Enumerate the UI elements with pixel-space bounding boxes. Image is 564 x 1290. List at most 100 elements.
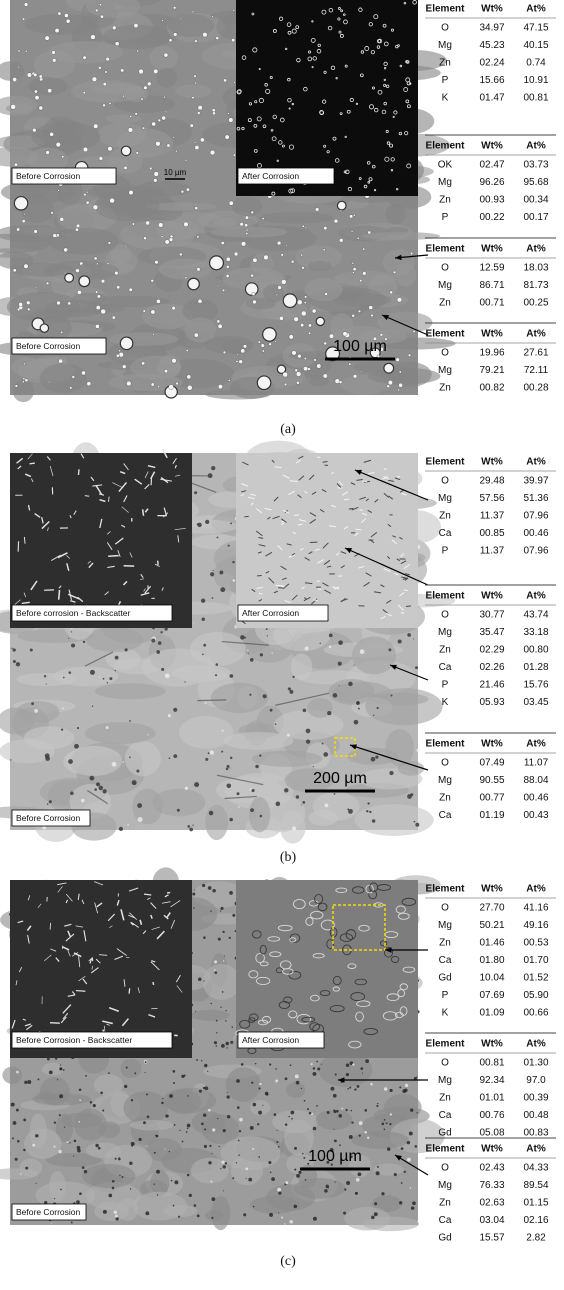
grain-boundary — [143, 509, 144, 515]
table-cell: 2.82 — [526, 1232, 546, 1243]
particle — [128, 128, 133, 133]
table-header: Wt% — [481, 457, 503, 468]
speck — [414, 821, 416, 823]
speck — [71, 1222, 73, 1224]
speck — [94, 788, 97, 791]
speck — [203, 980, 204, 981]
speck — [226, 1047, 227, 1048]
speck — [362, 1073, 363, 1074]
particle — [253, 258, 257, 262]
micrograph-inset — [236, 0, 418, 196]
image-label: Before corrosion - Backscatter — [16, 608, 130, 618]
texture-patch — [30, 1114, 47, 1149]
speck — [151, 638, 155, 642]
speck — [211, 1217, 213, 1219]
particle — [97, 295, 101, 299]
speck — [276, 1141, 278, 1143]
particle — [305, 227, 307, 229]
particle — [60, 331, 62, 333]
speck — [189, 1194, 192, 1197]
speck — [255, 1063, 257, 1065]
texture-patch — [250, 1196, 300, 1214]
speck — [173, 1070, 176, 1073]
speck — [204, 1086, 208, 1090]
particle — [134, 23, 138, 27]
particle — [169, 39, 172, 42]
table-cell: 03.73 — [523, 159, 548, 170]
particle — [115, 271, 119, 275]
texture-patch — [48, 228, 119, 255]
particle — [387, 385, 390, 388]
texture-patch — [250, 254, 273, 274]
table-cell: 01.47 — [479, 92, 504, 103]
speck — [303, 1157, 305, 1159]
texture-patch — [7, 292, 80, 322]
speck — [376, 707, 378, 709]
particle — [116, 354, 119, 357]
speck — [34, 709, 38, 713]
grain-boundary — [108, 556, 119, 557]
particle — [262, 350, 264, 352]
grain-boundary — [29, 463, 34, 464]
speck — [136, 769, 139, 772]
speck — [294, 1147, 297, 1150]
table-cell: 15.57 — [479, 1232, 504, 1243]
speck — [129, 720, 131, 722]
table-cell: 00.43 — [523, 810, 548, 821]
table-cell: Ca — [439, 955, 452, 966]
particle — [151, 279, 154, 282]
particle — [53, 234, 57, 238]
particle — [108, 146, 113, 151]
particle — [12, 77, 16, 81]
table-cell: 19.96 — [479, 347, 504, 358]
table-cell: 00.93 — [479, 194, 504, 205]
speck — [327, 1111, 330, 1114]
speck — [367, 802, 369, 804]
texture-patch — [40, 1077, 70, 1106]
speck — [224, 955, 225, 956]
particle — [170, 235, 173, 238]
table-cell: 00.34 — [523, 194, 548, 205]
table-cell: 00.71 — [479, 297, 504, 308]
particle — [83, 56, 87, 60]
speck — [237, 1106, 240, 1109]
table-cell: 00.28 — [523, 382, 548, 393]
table-cell: 0.74 — [526, 57, 546, 68]
speck — [177, 809, 180, 812]
speck — [112, 1187, 115, 1190]
texture-patch — [249, 797, 270, 832]
corrosion-texture — [318, 589, 321, 590]
speck — [298, 1171, 301, 1174]
particle — [353, 374, 357, 378]
speck — [10, 759, 11, 760]
speck — [384, 1119, 386, 1121]
speck — [15, 1158, 18, 1161]
speck — [187, 1128, 189, 1130]
speck — [204, 1145, 207, 1148]
texture-patch — [34, 50, 75, 78]
particle — [144, 86, 148, 90]
table-cell: 00.80 — [523, 644, 548, 655]
speck — [305, 1179, 307, 1181]
table-cell: Gd — [438, 1232, 451, 1243]
table-cell: O — [441, 262, 449, 273]
table-cell: K — [442, 92, 449, 103]
speck — [278, 1212, 279, 1213]
speck — [334, 1129, 335, 1130]
texture-patch — [40, 363, 87, 393]
speck — [130, 1188, 131, 1189]
speck — [145, 1061, 147, 1063]
table-cell: Zn — [439, 1092, 451, 1103]
speck — [208, 886, 212, 890]
particle — [218, 324, 222, 328]
particle — [283, 294, 297, 308]
speck — [230, 522, 232, 524]
speck — [311, 1063, 313, 1065]
grain-boundary — [50, 1023, 60, 1024]
particle — [15, 385, 18, 388]
table-cell: 02.63 — [479, 1197, 504, 1208]
particle — [283, 372, 288, 377]
speck — [410, 1187, 411, 1188]
particle — [25, 379, 28, 382]
image-label: Before Corrosion — [16, 341, 81, 351]
